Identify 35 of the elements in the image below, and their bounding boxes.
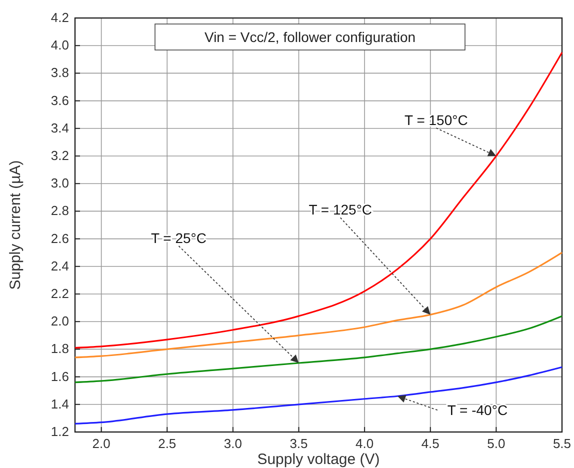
- y-tick-label: 3.8: [50, 65, 69, 80]
- x-tick-label: 3.0: [224, 436, 242, 451]
- y-tick-label: 1.2: [50, 424, 69, 439]
- x-tick-label: 4.5: [421, 436, 440, 451]
- y-axis-title: Supply current (µA): [7, 160, 24, 290]
- y-tick-label: 3.4: [50, 120, 69, 136]
- line-series: [74, 366, 563, 425]
- y-tick-label: 1.6: [50, 368, 69, 384]
- x-tick-label: 4.0: [356, 436, 374, 451]
- y-tick-label: 1.8: [50, 341, 69, 356]
- x-tick-label: 2.5: [158, 436, 176, 451]
- annotation: T = 150°C: [404, 112, 468, 128]
- line-series: [74, 252, 563, 358]
- y-tick-label: 2.0: [50, 314, 69, 329]
- y-tick-label: 3.6: [50, 92, 69, 108]
- x-tick-label: 2.0: [92, 436, 110, 451]
- y-tick-label: 4.0: [50, 38, 69, 53]
- x-tick-label: 3.5: [290, 436, 308, 451]
- y-tick-label: 2.6: [50, 230, 69, 246]
- x-tick-label: 5.0: [487, 436, 506, 451]
- annotation: T = 125°C: [308, 202, 372, 218]
- y-tick-label: 2.2: [50, 286, 69, 301]
- y-tick-label: 3.0: [50, 176, 69, 191]
- line-series: [74, 315, 563, 384]
- y-tick-label: 1.4: [50, 396, 69, 412]
- y-tick-label: 2.4: [50, 258, 69, 274]
- y-tick-label: 2.8: [50, 203, 69, 218]
- annotation: T = -40°C: [447, 402, 508, 418]
- x-axis-title: Supply voltage (V): [257, 451, 380, 468]
- y-tick-label: 3.2: [50, 148, 69, 163]
- x-tick-label: 5.5: [552, 436, 572, 451]
- y-tick-label: 4.2: [50, 10, 69, 25]
- text: Vin = Vcc/2, follower configuration: [204, 29, 416, 45]
- line-series: [74, 52, 563, 349]
- annotation: T = 25°C: [150, 230, 207, 246]
